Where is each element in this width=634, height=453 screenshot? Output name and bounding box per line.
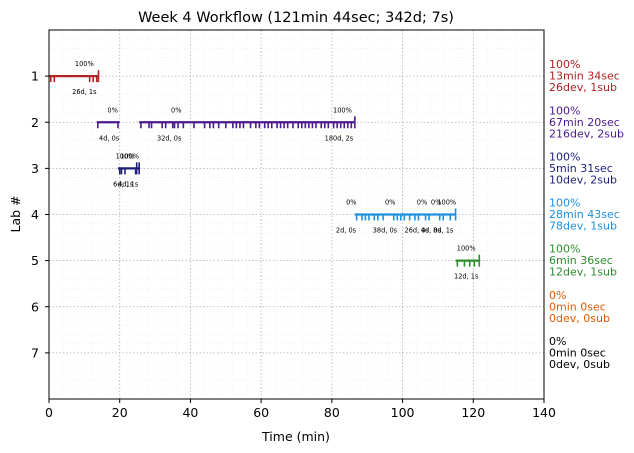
x-tick-label: 100 (391, 405, 415, 420)
lab-2-summary-line: 216dev, 2sub (549, 127, 624, 140)
x-tick-label: 40 (182, 405, 198, 420)
x-axis-ticks: 0 20 40 60 80 100 120 140 (45, 399, 556, 420)
lab-3-summary-line: 10dev, 2sub (549, 173, 617, 186)
lab-4-annotation: 38d, 0s (373, 227, 398, 235)
lab-5-annotation: 100% (457, 245, 476, 253)
lab-6-summary-line: 0dev, 0sub (549, 312, 610, 325)
lab-2-annotation: 32d, 0s (157, 134, 182, 142)
lab-3-summary-line: 5min 31sec (549, 162, 613, 175)
y-tick-label: 4 (31, 207, 39, 222)
grid-lines (48, 30, 545, 399)
y-tick-label: 1 (31, 69, 39, 84)
lab-4-annotation: 8d, 1s (433, 227, 454, 235)
x-tick-label: 80 (324, 405, 340, 420)
lab-1-summary-line: 26dev, 1sub (549, 81, 617, 94)
y-axis-ticks: 1 2 3 4 5 6 7 (31, 69, 49, 360)
lab-1-summary-line: 13min 34sec (549, 70, 620, 83)
x-tick-label: 140 (532, 405, 556, 420)
lab-2-annotation: 180d, 2s (325, 134, 354, 142)
lab-4-summary-line: 100% (549, 197, 580, 210)
lab-timelines: 100% 26d, 1s 0% 4d, 0s 0% 32d, 0s 100% 180d, 2s… (49, 60, 481, 281)
x-tick-label: 0 (45, 405, 53, 420)
lab-3-annotation: 6d, 1s (113, 180, 134, 188)
lab-5-summary-line: 6min 36sec (549, 254, 613, 267)
lab-4-annotation: 0% (346, 199, 356, 207)
lab-7-summary-line: 0min 0sec (549, 346, 606, 359)
lab-2-annotation: 0% (171, 106, 181, 114)
lab-5-summary-line: 100% (549, 243, 580, 256)
lab-4-summary-line: 28min 43sec (549, 208, 620, 221)
lab-4-annotation: 0% (417, 199, 427, 207)
lab-1-annotation: 100% (75, 60, 94, 68)
lab-5-annotation: 12d, 1s (454, 273, 479, 281)
lab-2-annotation: 100% (333, 106, 352, 114)
lab-4-annotation: 0% (385, 199, 395, 207)
lab-4-annotation: 26d, 0s (405, 227, 430, 235)
x-tick-label: 120 (461, 405, 485, 420)
lab-2-annotation: 0% (107, 106, 117, 114)
lab-7-summary-line: 0dev, 0sub (549, 358, 610, 371)
lab-5-summary-line: 12dev, 1sub (549, 266, 617, 279)
chart-title: Week 4 Workflow (121min 44sec; 342d; 7s) (138, 10, 454, 26)
lab-6-summary-line: 0min 0sec (549, 300, 606, 313)
lab-4-summary-line: 78dev, 1sub (549, 220, 617, 233)
x-tick-label: 60 (253, 405, 269, 420)
lab-3-annotation: 100% (116, 152, 135, 160)
y-tick-label: 6 (31, 299, 39, 314)
lab-6-summary-line: 0% (549, 289, 566, 302)
lab-4-annotation: 4d, 0s (421, 227, 442, 235)
lab-2-annotation: 4d, 0s (99, 134, 120, 142)
x-tick-label: 20 (112, 405, 128, 420)
y-axis-label: Lab # (8, 195, 23, 232)
lab-4-annotation: 0% (431, 199, 441, 207)
x-axis-label: Time (min) (261, 429, 330, 444)
lab-7-summary-line: 0% (549, 335, 566, 348)
y-tick-label: 2 (31, 115, 39, 130)
lab-4-annotation: 2d, 0s (336, 227, 357, 235)
lab-2-summary-line: 67min 20sec (549, 116, 620, 129)
lab-3-summary-line: 100% (549, 150, 580, 163)
lab-4-annotation: 100% (437, 199, 456, 207)
y-tick-label: 3 (31, 161, 39, 176)
lab-1-annotation: 26d, 1s (72, 88, 97, 96)
lab-3-annotation: 100% (120, 152, 139, 160)
y-tick-label: 7 (31, 345, 39, 360)
y-tick-label: 5 (31, 253, 39, 268)
lab-1-summary-line: 100% (549, 58, 580, 71)
lab-3-annotation: 4d, 1s (118, 180, 139, 188)
lab-2-summary-line: 100% (549, 104, 580, 117)
